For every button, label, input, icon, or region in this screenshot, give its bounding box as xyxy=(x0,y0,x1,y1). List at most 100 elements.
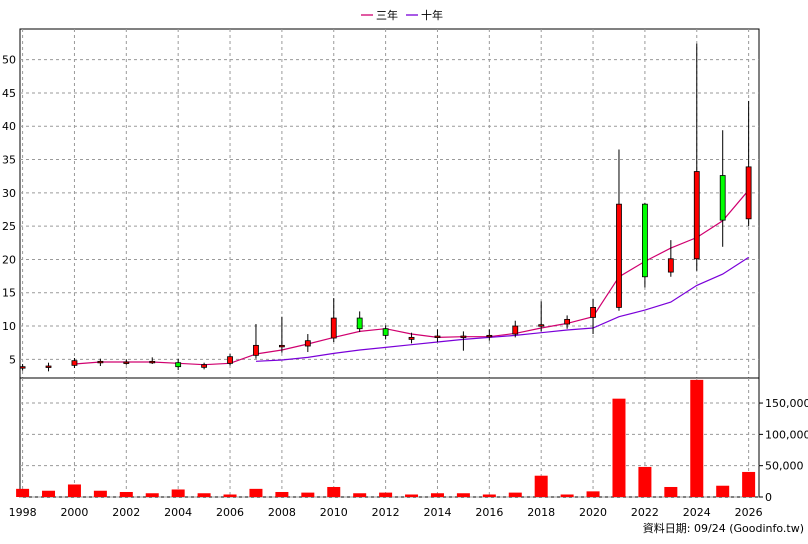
volume-bar xyxy=(42,490,56,497)
price-panel: 5 10 15 20 25 30 35 40 45 50 xyxy=(2,28,760,379)
volume-bar xyxy=(223,494,237,497)
price-y-tick-label: 40 xyxy=(2,120,16,133)
candle xyxy=(642,202,648,288)
candle-body xyxy=(278,344,285,348)
volume-bar xyxy=(327,486,341,497)
x-tick-label: 2018 xyxy=(527,506,555,519)
candle-body xyxy=(590,307,596,318)
candle-body xyxy=(408,336,415,340)
candle-body xyxy=(382,328,389,336)
price-y-tick-label: 5 xyxy=(9,353,16,366)
x-tick-label: 2024 xyxy=(683,506,711,519)
candle-body xyxy=(667,258,674,273)
x-tick-label: 2016 xyxy=(475,506,503,519)
x-tick-label: 2006 xyxy=(216,506,244,519)
volume-bar xyxy=(456,493,470,497)
volume-y-tick-label: 0 xyxy=(765,491,772,504)
candle xyxy=(149,357,156,365)
candle xyxy=(97,358,104,367)
candle xyxy=(486,329,493,341)
candle-body xyxy=(512,325,519,335)
volume-bar xyxy=(301,492,315,497)
candle-body xyxy=(486,334,493,338)
x-tick-label: 2014 xyxy=(423,506,451,519)
price-y-tick-label: 10 xyxy=(2,320,16,333)
candle-body xyxy=(330,317,337,339)
volume-bar xyxy=(405,494,419,497)
price-y-tick-label: 15 xyxy=(2,287,16,300)
volume-bar xyxy=(353,493,367,497)
price-y-tick-label: 25 xyxy=(2,220,16,233)
volume-bar xyxy=(249,488,263,497)
volume-bar xyxy=(638,466,652,497)
candle xyxy=(745,100,752,227)
volume-bar xyxy=(508,492,522,497)
volume-plot-frame xyxy=(19,377,760,498)
candle xyxy=(201,362,208,370)
candle xyxy=(304,334,311,353)
volume-bar xyxy=(612,398,626,497)
x-tick-label: 2020 xyxy=(579,506,607,519)
candle-body xyxy=(123,361,130,364)
candle xyxy=(253,324,259,359)
candle-body xyxy=(642,203,648,278)
legend-label-3y: 三年 xyxy=(376,8,398,22)
x-tick-label: 2000 xyxy=(60,506,88,519)
x-tick-label: 2026 xyxy=(735,506,763,519)
volume-bar xyxy=(690,379,704,497)
x-tick-label: 1998 xyxy=(9,506,37,519)
candle xyxy=(19,364,26,371)
candle xyxy=(71,358,78,369)
candlesticks xyxy=(19,43,752,372)
volume-bar xyxy=(119,491,133,497)
x-tick-label: 2004 xyxy=(164,506,192,519)
candle xyxy=(356,311,363,333)
volume-bar xyxy=(379,492,393,497)
candle xyxy=(330,298,337,343)
candle xyxy=(719,130,726,247)
candle-body xyxy=(201,364,208,368)
x-tick-label: 2022 xyxy=(631,506,659,519)
volume-bar xyxy=(664,486,678,497)
price-y-tick-label: 45 xyxy=(2,87,16,100)
candle xyxy=(667,240,674,277)
ma-line-10y xyxy=(255,256,749,362)
price-plot-frame xyxy=(19,28,760,379)
volume-bar xyxy=(67,484,81,497)
volume-bar xyxy=(275,491,289,497)
volume-bar xyxy=(197,493,211,497)
candle xyxy=(693,43,700,271)
volume-y-tick-label: 150,000 xyxy=(765,397,808,410)
x-tick-label: 2002 xyxy=(112,506,140,519)
candle xyxy=(175,358,182,371)
x-tick-label: 2010 xyxy=(320,506,348,519)
candle xyxy=(616,149,622,311)
volume-bar xyxy=(430,493,444,497)
candle xyxy=(278,316,285,353)
candle-body xyxy=(538,324,545,327)
candle-body xyxy=(253,344,259,356)
candle-body xyxy=(434,335,441,338)
candle-body xyxy=(564,318,571,325)
candle-body xyxy=(71,360,78,366)
volume-bar xyxy=(534,475,548,497)
candle-body xyxy=(304,340,311,347)
candle xyxy=(434,329,441,343)
x-tick-label: 2008 xyxy=(268,506,296,519)
candle-body xyxy=(616,203,622,308)
price-y-tick-label: 35 xyxy=(2,154,16,167)
volume-bars xyxy=(16,379,756,497)
legend: 三年 十年 xyxy=(361,8,443,22)
x-tick-label: 2012 xyxy=(372,506,400,519)
candle-body xyxy=(45,365,52,368)
source-note: 資料日期: 09/24 (Goodinfo.tw) xyxy=(643,521,804,535)
price-y-tick-label: 20 xyxy=(2,253,16,266)
candle-body xyxy=(356,317,363,330)
volume-bar xyxy=(560,494,574,497)
volume-bar xyxy=(716,485,730,497)
volume-bar xyxy=(742,471,756,497)
volume-panel: 0 50,000 100,000 150,000 xyxy=(16,377,808,504)
candle xyxy=(538,301,545,332)
